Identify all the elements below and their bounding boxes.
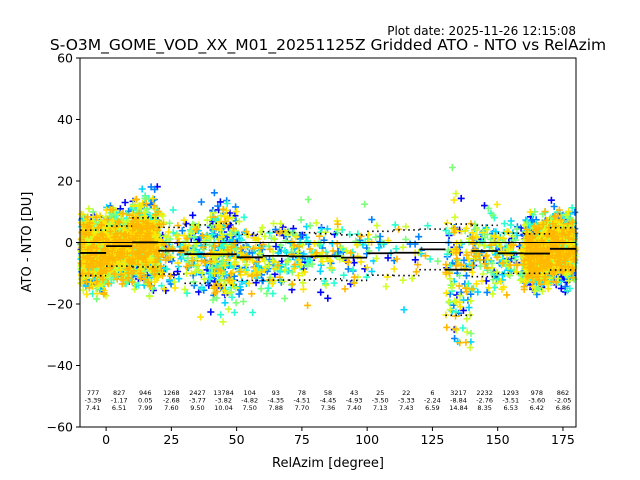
bin-count-0: 777 [87, 389, 99, 397]
bin-mean-15: -2.76 [476, 397, 493, 405]
bin-std-5: 10.04 [214, 404, 233, 412]
bin-mean-14: -8.84 [450, 397, 467, 405]
y-tick-label: 40 [57, 112, 73, 127]
bin-mean-16: -3.51 [502, 397, 519, 405]
x-tick-label: 50 [229, 432, 245, 447]
bin-mean-2: 0.05 [138, 397, 152, 405]
bin-std-11: 7.13 [373, 404, 387, 412]
y-tick-label: 60 [57, 51, 73, 66]
bin-stats: 777-3.397.41827-1.176.519460.057.991268-… [85, 389, 572, 412]
bin-medians [80, 241, 576, 271]
y-axis: −60 −40 −20 0 20 40 60 [47, 51, 80, 435]
bin-mean-7: -4.35 [267, 397, 284, 405]
x-axis: 0 25 50 75 100 125 150 175 [102, 427, 575, 447]
bin-count-12: 22 [402, 389, 410, 397]
y-axis-label: ATO - NTO [DU] [20, 192, 35, 293]
bin-mean-3: -2.68 [163, 397, 180, 405]
plot-date: Plot date: 2025-11-26 12:15:08 [387, 24, 576, 38]
scatter-points [77, 164, 579, 352]
bin-count-11: 25 [376, 389, 384, 397]
bin-std-3: 7.60 [164, 404, 178, 412]
bin-mean-8: -4.51 [293, 397, 310, 405]
y-tick-label: −20 [47, 297, 73, 312]
bin-mean-6: -4.82 [241, 397, 258, 405]
x-tick-label: 175 [551, 432, 575, 447]
bin-mean-10: -4.93 [346, 397, 363, 405]
bin-mean-4: -3.77 [189, 397, 206, 405]
y-tick-label: −40 [47, 358, 73, 373]
bin-count-1: 827 [113, 389, 125, 397]
x-axis-label: RelAzim [degree] [272, 456, 384, 471]
bin-count-13: 6 [430, 389, 434, 397]
x-tick-label: 150 [486, 432, 510, 447]
bin-std-6: 7.50 [242, 404, 256, 412]
bin-count-16: 1293 [502, 389, 519, 397]
bin-std-10: 7.40 [347, 404, 361, 412]
bin-std-15: 8.35 [477, 404, 491, 412]
bin-count-5: 13784 [213, 389, 234, 397]
bin-count-18: 862 [557, 389, 569, 397]
x-tick-label: 100 [355, 432, 379, 447]
bin-std-9: 7.36 [321, 404, 335, 412]
chart-title: S-O3M_GOME_VOD_XX_M01_20251125Z Gridded … [50, 36, 606, 55]
bin-count-2: 946 [139, 389, 151, 397]
y-tick-label: 20 [57, 174, 73, 189]
bin-std-18: 6.86 [556, 404, 570, 412]
x-tick-label: 0 [102, 432, 110, 447]
bin-std-8: 7.70 [295, 404, 309, 412]
bin-mean-5: -3.82 [215, 397, 232, 405]
y-tick-label: −60 [47, 420, 73, 435]
bin-std-4: 9.50 [190, 404, 204, 412]
bin-mean-13: -2.24 [424, 397, 441, 405]
x-tick-label: 75 [294, 432, 310, 447]
bin-std-0: 7.41 [86, 404, 100, 412]
x-tick-label: 25 [163, 432, 179, 447]
bin-mean-12: -3.33 [398, 397, 415, 405]
bin-count-9: 58 [324, 389, 332, 397]
bin-std-12: 7.43 [399, 404, 413, 412]
bin-count-6: 104 [243, 389, 255, 397]
bin-count-17: 978 [531, 389, 543, 397]
bin-std-1: 6.51 [112, 404, 126, 412]
bin-std-17: 6.42 [530, 404, 544, 412]
bin-std-16: 6.53 [503, 404, 517, 412]
bin-mean-18: -2.05 [555, 397, 572, 405]
bin-std-14: 14.84 [449, 404, 468, 412]
scatter-series-7 [77, 195, 578, 347]
bin-mean-17: -3.60 [528, 397, 545, 405]
bin-std-2: 7.99 [138, 404, 152, 412]
bin-mean-9: -4.45 [320, 397, 337, 405]
bin-count-4: 2427 [189, 389, 206, 397]
bin-count-3: 1268 [163, 389, 180, 397]
bin-mean-1: -1.17 [111, 397, 128, 405]
y-tick-label: 0 [65, 235, 73, 250]
bin-count-15: 2232 [476, 389, 493, 397]
bin-count-14: 3217 [450, 389, 467, 397]
bin-std-13: 6.59 [425, 404, 439, 412]
x-tick-label: 125 [420, 432, 444, 447]
bin-std-7: 7.88 [269, 404, 283, 412]
bin-mean-0: -3.39 [85, 397, 102, 405]
bin-mean-11: -3.50 [372, 397, 389, 405]
bin-count-8: 78 [298, 389, 306, 397]
bin-count-10: 43 [350, 389, 358, 397]
bin-count-7: 93 [272, 389, 280, 397]
